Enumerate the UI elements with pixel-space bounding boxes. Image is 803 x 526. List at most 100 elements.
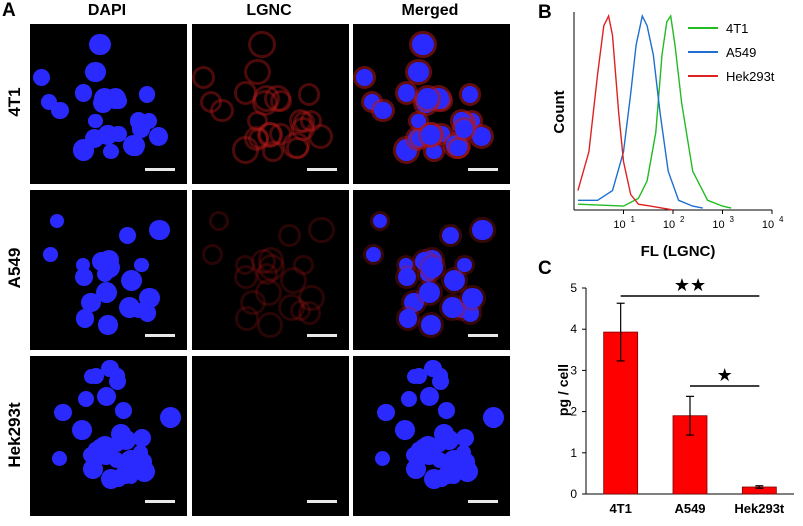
cell-nucleus [421, 256, 444, 278]
micrograph-hek293t-dapi [30, 356, 187, 516]
bar-chart-y-tick-label: 2 [570, 405, 577, 419]
scale-bar [468, 168, 498, 171]
cell-nucleus [456, 460, 479, 482]
cell-nucleus [88, 113, 104, 129]
cell-nucleus [139, 304, 157, 322]
cell-nucleus [237, 268, 255, 286]
cell-nucleus [301, 86, 318, 103]
column-header-lgnc: LGNC [246, 2, 292, 19]
cell-nucleus [95, 281, 117, 303]
cell-nucleus [132, 428, 152, 447]
scale-bar [468, 500, 498, 503]
cell-nucleus [51, 451, 68, 467]
cell-nucleus [97, 125, 118, 146]
cell-nucleus [98, 256, 121, 278]
cell-nucleus [74, 267, 93, 286]
legend-label-hek293t: Hek293t [726, 69, 775, 84]
cell-nucleus [265, 144, 281, 160]
cell-nucleus [119, 227, 136, 244]
scale-bar [145, 334, 175, 337]
cell-nucleus [133, 445, 148, 460]
cell-nucleus [301, 288, 322, 309]
scale-bar [468, 334, 498, 337]
cell-nucleus [32, 68, 50, 86]
cell-nucleus [461, 85, 479, 103]
cell-nucleus [456, 445, 471, 460]
cell-nucleus [411, 33, 434, 56]
cell-nucleus [294, 120, 312, 138]
bar-chart-y-tick-label: 5 [570, 281, 577, 295]
bar-chart-y-tick-label: 4 [570, 322, 577, 336]
scale-bar [307, 168, 337, 171]
cell-nucleus [397, 267, 416, 286]
cell-nucleus [289, 140, 305, 156]
cell-nucleus [108, 452, 125, 469]
cell-nucleus [260, 315, 279, 334]
significance-marker: ★ [717, 365, 733, 385]
cell-nucleus [237, 84, 255, 102]
cell-nucleus [311, 220, 332, 241]
cell-nucleus [78, 390, 95, 407]
cell-nucleus [84, 368, 100, 384]
histogram-x-tick-label: 10 [663, 219, 675, 231]
histogram-series-a549 [577, 13, 703, 209]
cell-nucleus [405, 458, 426, 480]
cell-nucleus [394, 419, 415, 440]
histogram-x-tick-exponent: 1 [631, 215, 636, 224]
cell-nucleus [472, 219, 494, 241]
cell-nucleus [195, 69, 212, 86]
bar-label-a549: A549 [674, 501, 705, 516]
cell-nucleus [281, 227, 298, 244]
significance-marker: ★★ [674, 275, 706, 295]
cell-nucleus [85, 61, 106, 82]
histogram-x-tick-exponent: 2 [680, 215, 685, 224]
histogram-x-tick-exponent: 4 [779, 215, 784, 224]
histogram-x-tick-label: 10 [712, 219, 724, 231]
bar-chart-y-tick-label: 1 [570, 446, 577, 460]
cell-nucleus [441, 296, 463, 318]
cell-nucleus [93, 88, 116, 110]
cell-nucleus [247, 62, 267, 82]
cell-nucleus [431, 452, 448, 469]
cell-nucleus [71, 419, 92, 440]
cell-nucleus [442, 227, 459, 244]
scale-bar [307, 334, 337, 337]
histogram-chart: Count 10 1 10 2 10 3 10 4 4T1 A549 Hek293t FL (LGN… [551, 12, 784, 260]
cell-nucleus [461, 287, 483, 309]
cell-nucleus [212, 214, 226, 228]
cell-nucleus [74, 84, 93, 103]
cell-nucleus [416, 88, 439, 110]
scale-bar [307, 500, 337, 503]
cell-nucleus [450, 139, 467, 156]
cell-nucleus [251, 34, 273, 56]
cell-nucleus [82, 458, 103, 480]
cell-nucleus [54, 403, 72, 421]
cell-nucleus [399, 309, 418, 328]
row-header-4t1: 4T1 [5, 87, 24, 117]
cell-nucleus [116, 432, 132, 447]
cell-nucleus [377, 403, 395, 421]
cell-nucleus [401, 390, 418, 407]
cell-nucleus [374, 451, 391, 467]
cell-nucleus [443, 269, 466, 291]
micrograph-a549-lgnc [192, 190, 349, 350]
cell-nucleus [281, 297, 302, 318]
cell-nucleus [455, 120, 473, 139]
cell-nucleus [416, 435, 439, 458]
legend-label-4t1: 4T1 [726, 21, 748, 36]
micrograph-a549-dapi [30, 190, 187, 350]
cell-nucleus [76, 309, 95, 328]
cell-nucleus [93, 435, 116, 458]
micrograph-4t1-lgnc [192, 24, 349, 184]
panel-c-label: C [538, 258, 552, 279]
panel-a-label: A [2, 0, 16, 21]
cell-nucleus [418, 281, 440, 303]
histogram-plot: 10 1 10 2 10 3 10 4 4T1 A549 Hek293t [573, 12, 784, 231]
row-header-a549: A549 [5, 247, 24, 289]
histogram-series-4t1 [577, 14, 732, 209]
micrograph-hek293t-merged [353, 356, 510, 516]
cell-nucleus [88, 33, 111, 56]
cell-nucleus [127, 139, 144, 156]
cell-nucleus [97, 386, 117, 406]
